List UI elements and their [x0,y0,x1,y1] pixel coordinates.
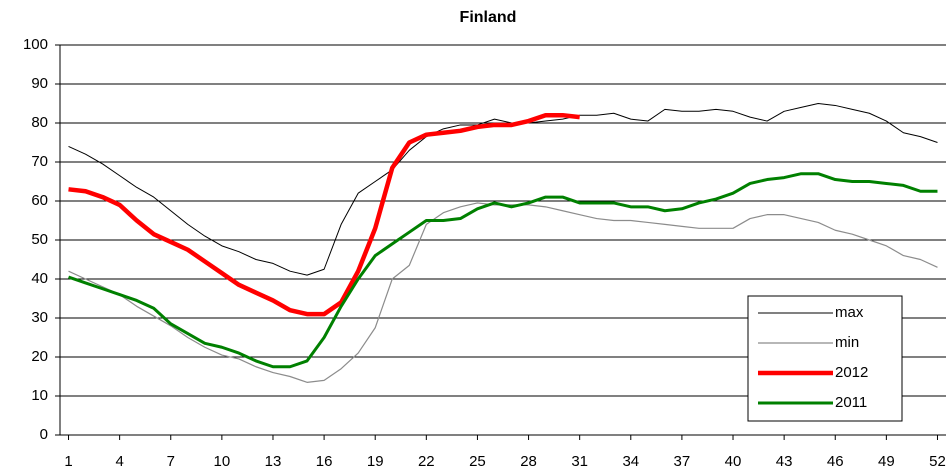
x-tick-label: 25 [469,453,486,470]
x-tick-label: 10 [214,453,231,470]
legend-label: 2011 [835,394,867,411]
x-tick-label: 28 [520,453,537,470]
series-line [68,172,938,369]
x-tick-label: 34 [622,453,639,470]
legend-label: 2012 [835,364,868,381]
legend-label: min [835,334,859,351]
y-tick-label: 10 [31,387,48,404]
x-tick-label: 43 [776,453,793,470]
x-tick-label: 16 [316,453,333,470]
series-line [68,103,938,276]
y-tick-label: 0 [40,426,48,443]
y-tick-label: 60 [31,192,48,209]
legend: max min 2012 2011 [747,295,903,422]
x-tick-label: 4 [115,453,123,470]
y-tick-label: 70 [31,153,48,170]
legend-box [747,295,903,422]
y-tick-label: 20 [31,348,48,365]
legend-label: max [835,304,864,321]
y-tick-label: 30 [31,309,48,326]
x-tick-label: 7 [167,453,175,470]
x-tick-label: 37 [674,453,691,470]
y-tick-label: 90 [31,75,48,92]
x-tick-label: 13 [265,453,282,470]
x-tick-label: 22 [418,453,435,470]
x-tick-label: 49 [878,453,895,470]
x-tick-label: 1 [64,453,72,470]
series-line [68,112,580,317]
x-tick-label: 31 [571,453,588,470]
x-tick-label: 52 [929,453,946,470]
x-tick-label: 40 [725,453,742,470]
x-tick-label: 46 [827,453,844,470]
y-tick-label: 100 [23,36,48,53]
x-tick-label: 19 [367,453,384,470]
y-tick-label: 80 [31,114,48,131]
y-tick-label: 40 [31,270,48,287]
chart-title: Finland [460,9,517,26]
y-tick-label: 50 [31,231,48,248]
